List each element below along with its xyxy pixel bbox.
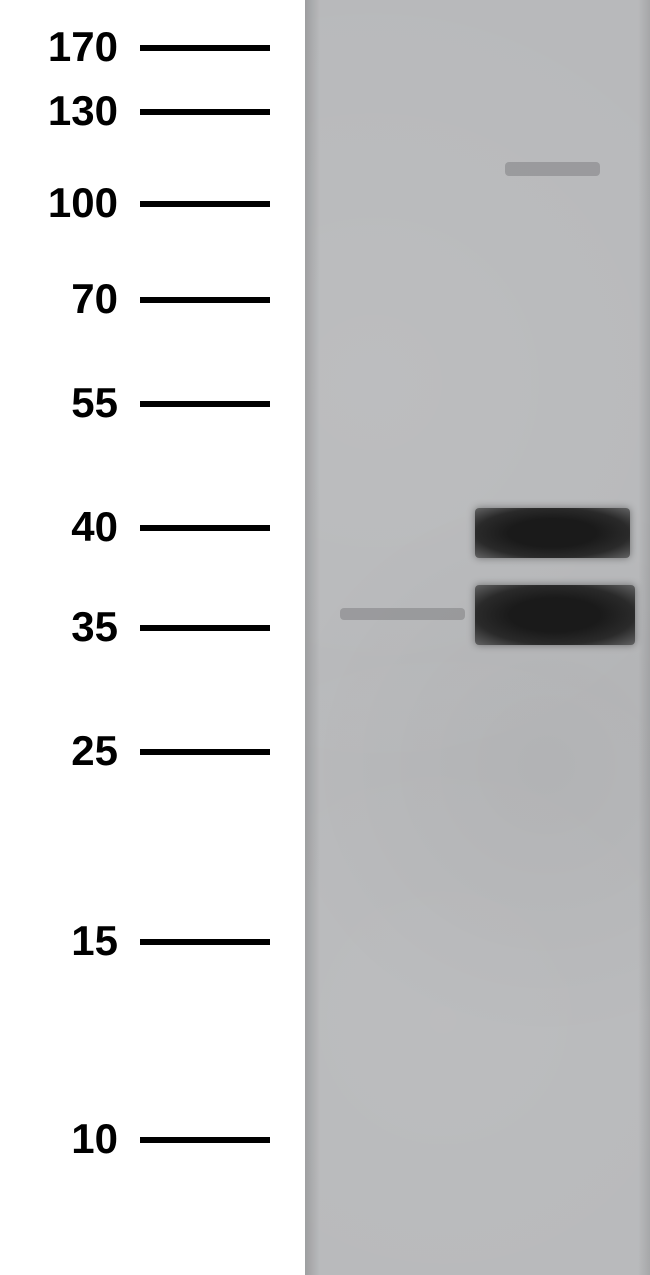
ladder-label-15: 15 (18, 917, 118, 965)
ladder-tick-10 (140, 1137, 270, 1143)
ladder-tick-100 (140, 201, 270, 207)
ladder-tick-70 (140, 297, 270, 303)
ladder-label-70: 70 (18, 275, 118, 323)
ladder-tick-15 (140, 939, 270, 945)
ladder-tick-25 (140, 749, 270, 755)
ladder-tick-40 (140, 525, 270, 531)
membrane-edge-right (638, 0, 650, 1275)
blot-band-lane2-1 (475, 585, 635, 645)
ladder-label-100: 100 (18, 179, 118, 227)
ladder-label-40: 40 (18, 503, 118, 551)
western-blot-figure: 170 130 100 70 55 40 35 25 15 10 (0, 0, 650, 1275)
blot-band-lane2-0 (475, 508, 630, 558)
ladder-label-35: 35 (18, 603, 118, 651)
blot-membrane (305, 0, 650, 1275)
blot-band-lane1-2 (340, 608, 465, 620)
ladder-label-55: 55 (18, 379, 118, 427)
ladder-label-170: 170 (18, 23, 118, 71)
ladder-tick-130 (140, 109, 270, 115)
membrane-edge-left (305, 0, 320, 1275)
ladder-tick-170 (140, 45, 270, 51)
blot-band-lane2-3 (505, 162, 600, 176)
ladder-tick-35 (140, 625, 270, 631)
ladder-tick-55 (140, 401, 270, 407)
ladder-label-130: 130 (18, 87, 118, 135)
ladder-label-10: 10 (18, 1115, 118, 1163)
ladder-label-25: 25 (18, 727, 118, 775)
